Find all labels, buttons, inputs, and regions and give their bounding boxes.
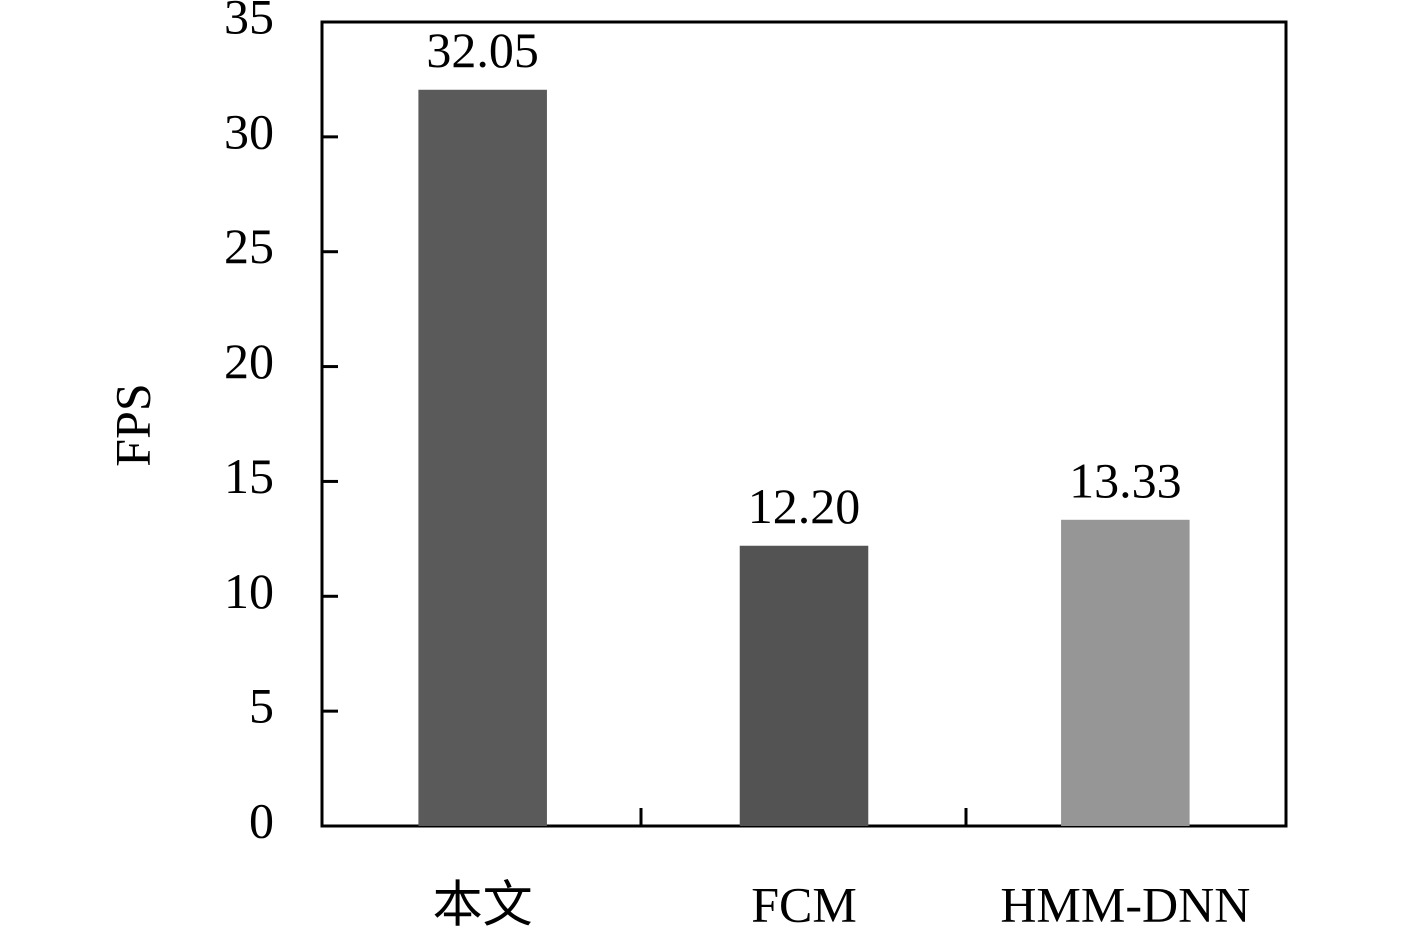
value-label: 13.33 <box>1069 452 1182 508</box>
bar <box>739 545 869 826</box>
bar <box>1061 519 1190 826</box>
y-tick-label: 10 <box>224 563 274 619</box>
y-tick-label: 20 <box>224 333 274 389</box>
y-tick-label: 35 <box>224 0 274 44</box>
y-tick-label: 15 <box>224 448 274 504</box>
y-tick-label: 5 <box>249 678 274 734</box>
y-axis-label: FPS <box>104 383 160 466</box>
y-tick-label: 25 <box>224 218 274 274</box>
y-tick-label: 30 <box>224 103 274 159</box>
value-label: 32.05 <box>426 22 539 78</box>
x-tick-label: FCM <box>751 876 857 932</box>
x-tick-label: HMM-DNN <box>1000 876 1250 932</box>
x-tick-label: 本文 <box>433 876 533 932</box>
value-label: 12.20 <box>748 478 861 534</box>
bar <box>418 89 547 826</box>
y-tick-label: 0 <box>249 792 274 848</box>
